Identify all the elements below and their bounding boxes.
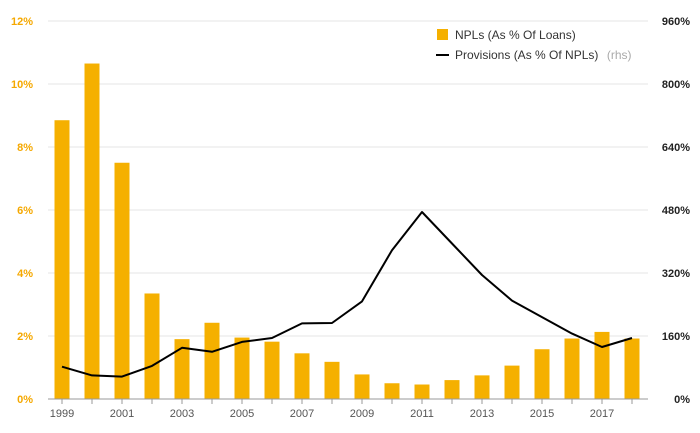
- bar-npl-2004: [204, 322, 220, 399]
- bar-npl-2009: [354, 374, 370, 399]
- y-right-tick-label: 320%: [662, 268, 690, 280]
- bar-npl-1999: [54, 120, 70, 399]
- y-left-tick-label: 4%: [17, 268, 33, 280]
- bar-npl-2002: [144, 293, 160, 399]
- x-tick-label: 2003: [170, 408, 194, 420]
- y-left-tick-label: 8%: [17, 142, 33, 154]
- x-tick-label: 2011: [410, 408, 434, 420]
- legend-swatch-npls: [437, 29, 448, 40]
- bar-npl-2000: [84, 63, 100, 400]
- bar-npl-2010: [384, 383, 400, 399]
- legend-label-provisions-group: Provisions (As % Of NPLs) (rhs): [455, 46, 632, 63]
- axes: 1999 2001 2003 2005 2007 2009 2011 2013 2015 2017…: [11, 16, 690, 420]
- bar-npl-2018: [624, 338, 640, 399]
- y-left-tick-label: 6%: [17, 205, 33, 217]
- x-tick-label: 1999: [50, 408, 74, 420]
- bar-npl-2008: [324, 361, 340, 399]
- x-tick-label: 2015: [530, 408, 554, 420]
- bar-npl-2016: [564, 338, 580, 399]
- y-left-tick-label: 10%: [11, 79, 33, 91]
- x-tick-label: 2009: [350, 408, 374, 420]
- bar-npl-2012: [444, 380, 460, 399]
- provisions-line-layer: [61, 211, 633, 378]
- y-left-tick-label: 2%: [17, 331, 33, 343]
- grid: [48, 20, 648, 337]
- bar-npl-2001: [114, 162, 130, 399]
- legend-label-provisions: Provisions (As % Of NPLs): [455, 48, 598, 62]
- bar-npl-2017: [594, 331, 610, 399]
- bar-npl-2014: [504, 365, 520, 399]
- y-right-tick-label: 0%: [674, 394, 690, 406]
- bar-npl-2005: [234, 337, 250, 399]
- x-tick-label: 2005: [230, 408, 254, 420]
- y-left-tick-label: 12%: [11, 16, 33, 28]
- bar-npl-2006: [264, 341, 280, 399]
- x-tick-label: 2017: [590, 408, 614, 420]
- y-right-tick-label: 160%: [662, 331, 690, 343]
- bar-npl-2003: [174, 339, 190, 399]
- y-left-tick-label: 0%: [17, 394, 33, 406]
- provisions-line: [61, 211, 633, 378]
- x-tick-label: 2001: [110, 408, 134, 420]
- y-right-tick-label: 800%: [662, 79, 690, 91]
- x-tick-label: 2013: [470, 408, 494, 420]
- bar-npl-2015: [534, 349, 550, 399]
- legend-label-npls: NPLs (As % Of Loans): [455, 28, 576, 42]
- y-right-tick-label: 480%: [662, 205, 690, 217]
- y-right-tick-label: 960%: [662, 16, 690, 28]
- y-right-tick-label: 640%: [662, 142, 690, 154]
- bar-npl-2013: [474, 375, 490, 399]
- x-tick-label: 2007: [290, 408, 314, 420]
- bar-npl-2011: [414, 384, 430, 399]
- bar-npl-2007: [294, 353, 310, 399]
- legend-label-rhs: (rhs): [607, 48, 632, 62]
- npl-bars: [54, 63, 640, 400]
- legend: NPLs (As % Of Loans) Provisions (As % Of…: [436, 28, 632, 63]
